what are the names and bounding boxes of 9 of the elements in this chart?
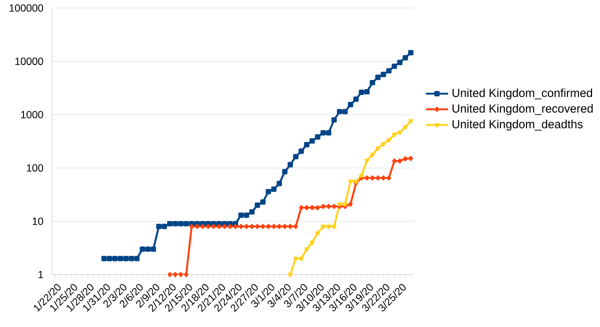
y-tick-label: 100 [26,164,44,172]
y-tick-label: 1000 [21,111,44,119]
y-tick-label: 1 [38,271,44,278]
y-tick-label: 100000 [10,4,44,12]
legend-label: United Kingdom_recovered [452,104,593,116]
legend-label: United Kingdom_deadths [452,120,583,131]
y-tick-label: 10000 [15,58,44,66]
y-tick-label: 10 [32,218,44,226]
legend-label: United Kingdom_confirmed [452,88,592,100]
